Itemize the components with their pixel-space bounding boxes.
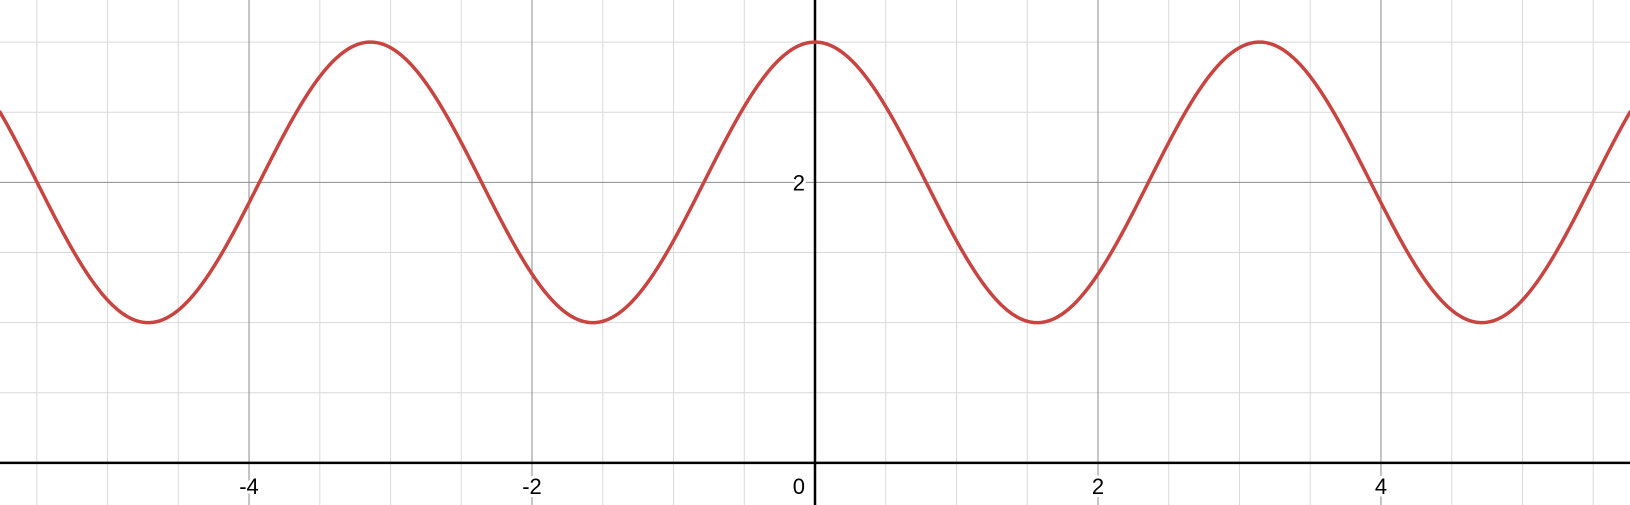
x-tick-label: 4 — [1375, 474, 1387, 499]
curve-series-0[interactable] — [0, 40, 1630, 325]
x-tick-label: 2 — [1092, 474, 1104, 499]
y-tick-label: 2 — [793, 170, 805, 195]
x-tick-label: -2 — [522, 474, 542, 499]
x-tick-label: 0 — [793, 474, 805, 499]
curves — [0, 40, 1630, 325]
x-tick-label: -4 — [239, 474, 259, 499]
tick-labels: -4 -2 0 2 4 2 — [236, 167, 1390, 502]
